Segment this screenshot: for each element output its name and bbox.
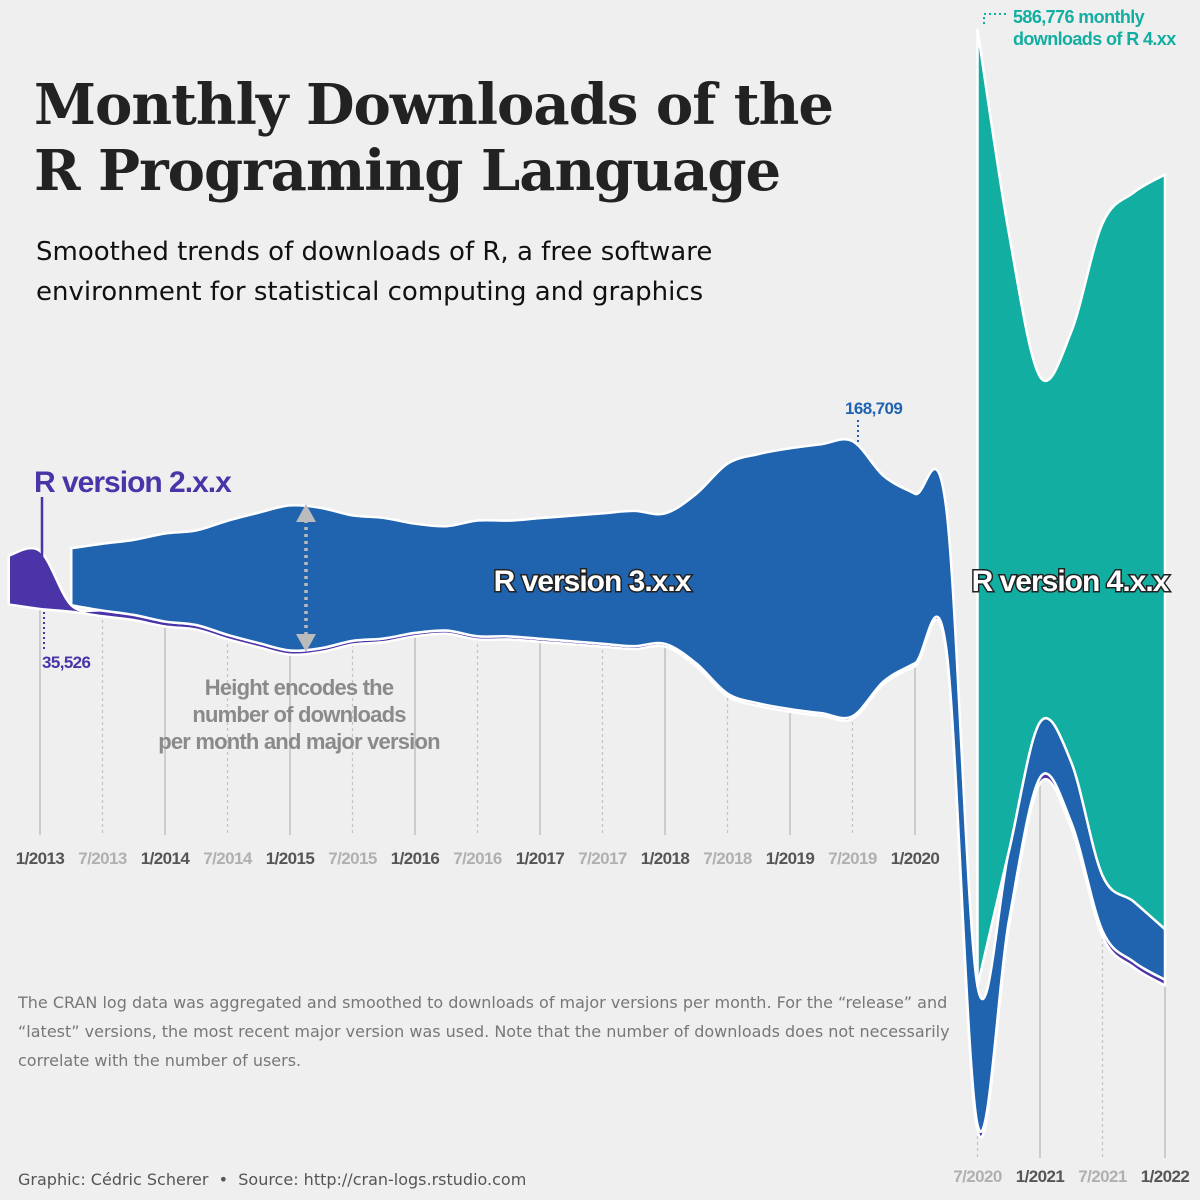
x-tick-label: 7/2014	[203, 849, 253, 868]
subtitle: Smoothed trends of downloads of R, a fre…	[36, 232, 712, 312]
stream-area	[70, 438, 1167, 1133]
x-tick-label: 1/2013	[16, 849, 65, 868]
x-tick-label: 1/2020	[891, 849, 940, 868]
subtitle-line: environment for statistical computing an…	[36, 277, 704, 307]
x-tick-label: 7/2019	[828, 849, 877, 868]
x-tick-label: 1/2015	[266, 849, 315, 868]
x-tick-label: 1/2016	[391, 849, 440, 868]
series-label: R version 3.x.x	[494, 565, 692, 598]
subtitle-line: Smoothed trends of downloads of R, a fre…	[36, 237, 713, 267]
arrow-head	[296, 634, 316, 652]
x-tick-label: 1/2019	[766, 849, 815, 868]
annotation: number of downloads	[192, 702, 406, 727]
stream-area	[976, 28, 1167, 988]
x-tick-label: 7/2021	[1078, 1167, 1127, 1186]
series-label: R version 4.x.x	[972, 565, 1170, 598]
arrow-head	[296, 504, 316, 522]
series-label: R version 2.x.x	[34, 466, 232, 499]
title-line: Monthly Downloads of the	[34, 72, 834, 138]
annotation: 586,776 monthly	[1013, 7, 1145, 27]
annotation-pointer	[983, 13, 1008, 24]
annotation: 168,709	[845, 399, 902, 418]
x-tick-label: 1/2021	[1016, 1167, 1065, 1186]
x-tick-label: 1/2014	[141, 849, 191, 868]
annotation: downloads of R 4.xx	[1013, 29, 1176, 49]
credit: Graphic: Cédric Scherer • Source: http:/…	[18, 1170, 527, 1189]
x-tick-label: 7/2018	[703, 849, 752, 868]
x-tick-label: 7/2013	[78, 849, 127, 868]
x-tick-label: 1/2022	[1141, 1167, 1190, 1186]
x-tick-label: 1/2018	[641, 849, 690, 868]
x-tick-label: 7/2016	[453, 849, 502, 868]
annotation: 35,526	[42, 653, 91, 672]
x-tick-label: 1/2017	[516, 849, 565, 868]
x-tick-label: 7/2020	[953, 1167, 1002, 1186]
x-tick-label: 7/2017	[578, 849, 627, 868]
x-tick-label: 7/2015	[328, 849, 377, 868]
title-line: R Programing Language	[34, 138, 781, 204]
caption: The CRAN log data was aggregated and smo…	[18, 993, 950, 1070]
annotation: Height encodes the	[205, 675, 394, 700]
annotation: per month and major version	[158, 729, 440, 754]
chart-title: Monthly Downloads of the R Programing La…	[34, 72, 834, 204]
